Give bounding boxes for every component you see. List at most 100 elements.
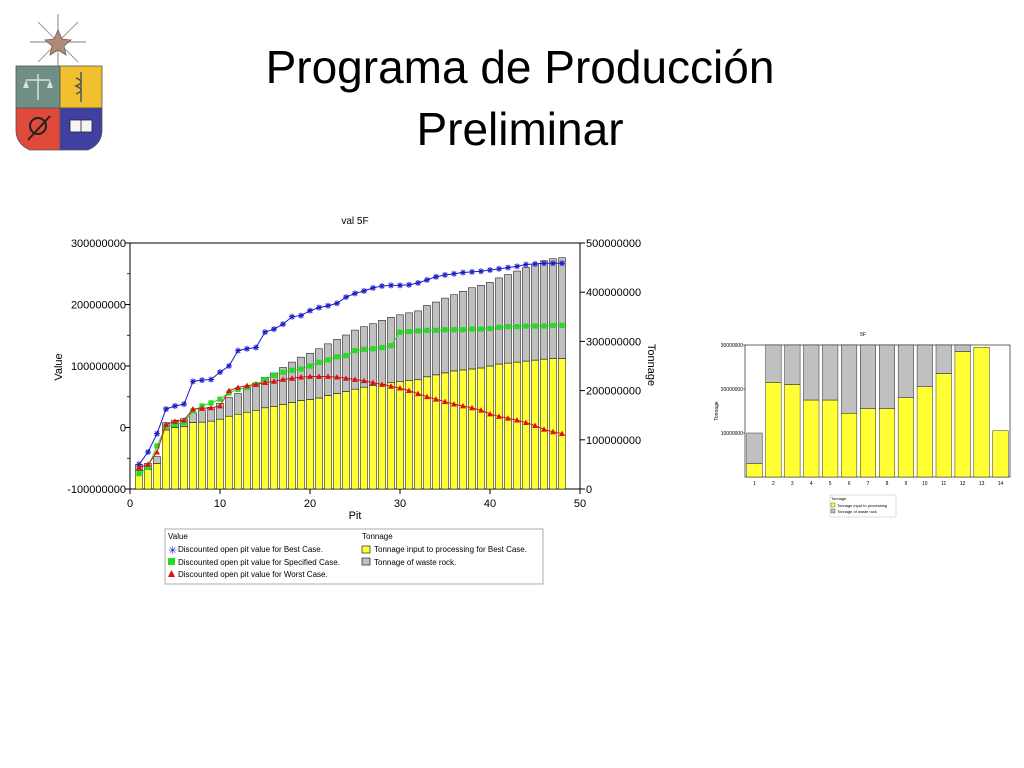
ore-bar xyxy=(803,399,820,478)
x-tick-label: 14 xyxy=(998,481,1004,487)
ore-bar xyxy=(225,415,233,490)
ore-bar xyxy=(189,422,197,490)
specified-point xyxy=(460,327,466,333)
best-point xyxy=(388,282,394,289)
worst-point xyxy=(226,387,232,393)
best-point xyxy=(541,260,547,267)
specified-point xyxy=(397,329,403,335)
waste-bar xyxy=(495,277,503,365)
x-tick-label: 5 xyxy=(829,481,832,487)
ore-bar xyxy=(360,386,368,490)
ore-bar xyxy=(504,362,512,490)
waste-bar xyxy=(486,282,494,367)
specified-point xyxy=(433,327,439,333)
waste-swatch-icon xyxy=(830,508,836,514)
specified-point xyxy=(505,324,511,330)
worst-point xyxy=(244,382,250,389)
ore-bar xyxy=(414,379,422,490)
val-5f-chart: val 5F 3000000002000000001000000000-1000… xyxy=(53,216,657,585)
axes: 1 2 3 4 5 6 7 8 9 10 11 12 13 14300000002000000010000… xyxy=(721,343,1004,487)
best-point xyxy=(136,461,142,468)
legend-label-ore: Tonnage input to processing xyxy=(837,503,887,508)
legend-item-specified: Discounted open pit value for Specified … xyxy=(168,558,340,567)
ore-bar xyxy=(477,367,485,490)
waste-bar xyxy=(935,344,952,374)
best-point xyxy=(379,283,385,290)
worst-point xyxy=(136,464,142,470)
y2-tick-label: 400000000 xyxy=(586,287,641,299)
worst-point xyxy=(361,377,367,384)
ore-bar xyxy=(315,397,323,490)
x-tick-label: 13 xyxy=(979,481,985,487)
legend: Tonnage Tonnage input to processing Tonn… xyxy=(829,494,897,518)
best-point xyxy=(397,282,403,289)
specified-point xyxy=(172,421,178,428)
specified-point xyxy=(469,326,475,332)
legend-box xyxy=(829,494,897,518)
slide-title: Programa de Producción Preliminar xyxy=(160,36,880,160)
worst-point xyxy=(370,379,376,386)
axes: 3000000002000000001000000000-10000000050… xyxy=(67,238,641,510)
specified-point xyxy=(559,322,565,329)
ore-bar xyxy=(171,427,179,490)
best-point xyxy=(433,273,439,280)
specified-point xyxy=(442,327,448,333)
legend-item-ore: Tonnage input to processing for Best Cas… xyxy=(361,545,527,554)
best-point xyxy=(271,326,277,333)
slide-title-line-1: Programa de Producción xyxy=(265,41,775,93)
specified-point xyxy=(325,357,331,363)
ore-bar xyxy=(198,421,206,490)
worst-point xyxy=(298,374,304,380)
ore-bar xyxy=(180,426,188,490)
x-tick-label: 9 xyxy=(905,481,908,487)
waste-bar xyxy=(414,310,422,381)
x-tick-label: 50 xyxy=(574,498,586,510)
y-tick-label: -100000000 xyxy=(67,484,126,496)
waste-bar xyxy=(342,334,350,392)
legend-value-title: Value xyxy=(168,532,188,541)
x-tick-label: 11 xyxy=(941,481,946,487)
best-point xyxy=(451,270,457,277)
waste-bar xyxy=(387,317,395,383)
worst-point xyxy=(280,376,286,382)
legend-item-best: ✳ Discounted open pit value for Best Cas… xyxy=(168,545,323,557)
waste-bar xyxy=(504,274,512,364)
best-point xyxy=(289,313,295,320)
ore-bar xyxy=(288,402,296,490)
specified-point xyxy=(307,363,313,369)
specified-point xyxy=(217,396,223,402)
worst-point xyxy=(496,413,502,419)
ore-bar xyxy=(841,412,858,478)
worst-point xyxy=(271,378,277,384)
y-tick-label: 100000000 xyxy=(71,361,126,373)
ore-bar xyxy=(992,430,1009,478)
worst-point xyxy=(451,401,457,407)
waste-bar xyxy=(279,367,287,405)
waste-bar xyxy=(423,305,431,378)
specified-point xyxy=(271,372,277,378)
waste-bar xyxy=(540,260,548,360)
ore-bar xyxy=(432,374,440,490)
specified-point xyxy=(379,344,385,351)
best-point xyxy=(334,300,340,307)
waste-bar xyxy=(513,270,521,363)
specified-point xyxy=(541,323,547,329)
ore-bar xyxy=(153,463,161,490)
x-tick-label: 0 xyxy=(127,498,133,510)
specified-point xyxy=(226,390,232,396)
specified-point xyxy=(451,327,457,333)
legend-label-best: Discounted open pit value for Best Case. xyxy=(178,545,323,554)
specified-point xyxy=(487,325,493,332)
best-point xyxy=(325,302,331,309)
y2-tick-label: 200000000 xyxy=(586,386,641,398)
specified-point xyxy=(550,322,556,329)
worst-point xyxy=(460,402,466,409)
legend-label-waste: Tonnage of waste rock xyxy=(837,509,877,514)
worst-point xyxy=(523,419,529,425)
waste-bar xyxy=(954,344,971,352)
specified-point xyxy=(478,326,484,332)
worst-point xyxy=(559,430,565,437)
worst-point xyxy=(289,375,295,381)
worst-point xyxy=(325,373,331,379)
waste-bar xyxy=(333,339,341,394)
